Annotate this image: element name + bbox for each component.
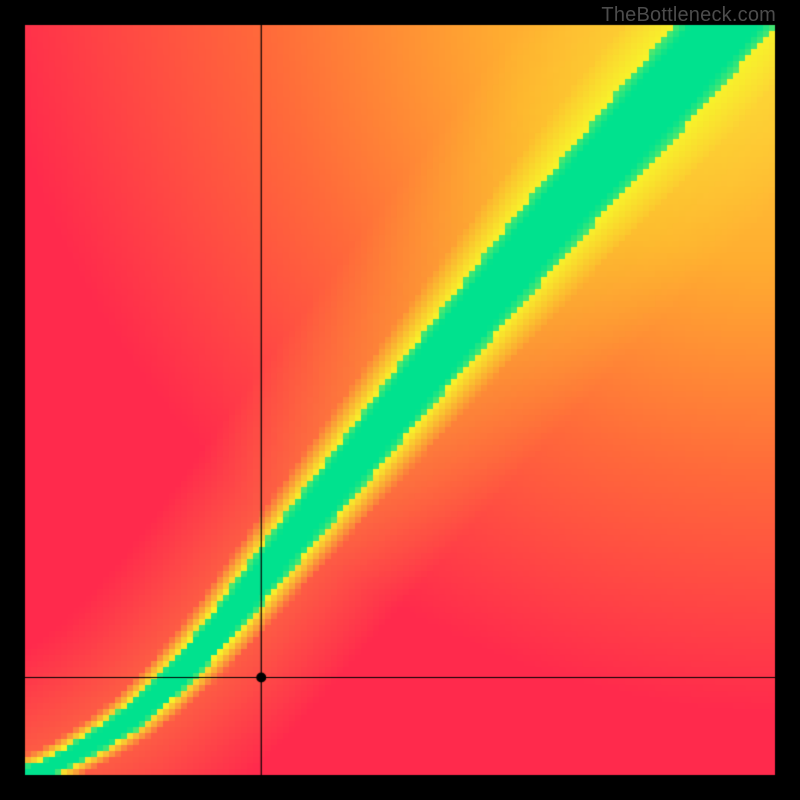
watermark-text: TheBottleneck.com (601, 4, 776, 27)
chart-container: TheBottleneck.com (0, 0, 800, 800)
bottleneck-heatmap (0, 0, 800, 800)
